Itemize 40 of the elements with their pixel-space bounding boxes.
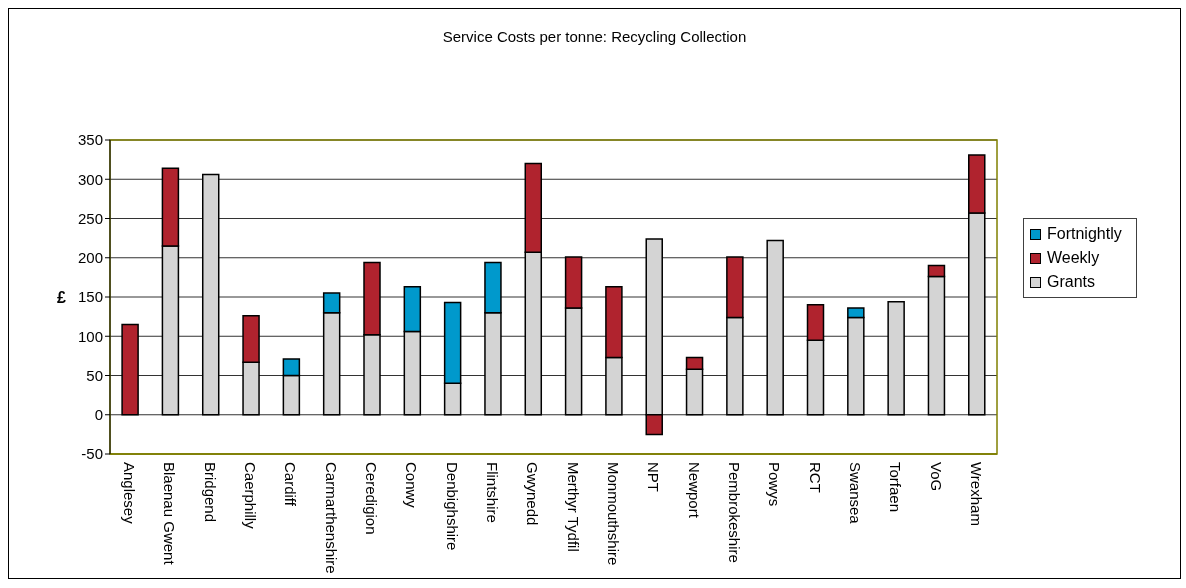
x-tick-label: Cardiff — [282, 462, 300, 507]
y-tick-label: 300 — [77, 170, 103, 188]
x-tick-label: Torfaen — [887, 462, 905, 513]
y-tick-label: 50 — [86, 366, 103, 384]
x-tick-label: Merthyr Tydfil — [565, 462, 583, 552]
y-tick-label: 0 — [94, 406, 103, 424]
y-tick-label: 250 — [77, 209, 103, 227]
x-tick-label: VoG — [928, 462, 946, 492]
y-axis-title: £ — [57, 288, 66, 306]
x-tick-label: Bridgend — [202, 462, 220, 523]
legend-label: Fortnightly — [1047, 225, 1122, 243]
legend-label: Grants — [1047, 273, 1096, 291]
x-tick-label: Ceredigion — [363, 462, 381, 535]
y-tick-label: 100 — [77, 327, 103, 345]
x-tick-label: RCT — [807, 462, 825, 493]
x-tick-label: Wrexham — [968, 462, 986, 526]
x-tick-label: Denbighshire — [444, 462, 462, 551]
x-tick-label: Conwy — [403, 462, 421, 509]
y-tick-label: -50 — [81, 445, 103, 463]
x-tick-label: NPT — [645, 462, 663, 492]
x-tick-label: Swansea — [847, 462, 865, 525]
bar — [766, 239, 784, 416]
bar — [201, 173, 220, 416]
legend-label: Weekly — [1047, 249, 1100, 267]
x-tick-label: Blaenau Gwent — [161, 462, 179, 566]
x-tick-label: Monmouthshire — [605, 462, 623, 566]
x-tick-label: Carmarthenshire — [323, 462, 341, 574]
y-tick-label: 350 — [77, 131, 103, 149]
y-tick-label: 200 — [77, 249, 103, 267]
x-tick-label: Powys — [766, 462, 784, 507]
bar — [121, 323, 139, 416]
chart-title: Service Costs per tonne: Recycling Collection — [441, 28, 748, 45]
x-tick-label: Gwynedd — [524, 462, 542, 526]
y-tick-label: 150 — [77, 288, 103, 306]
bar — [887, 300, 905, 416]
x-tick-label: Pembrokeshire — [726, 462, 744, 563]
x-tick-label: Caerphilly — [242, 462, 260, 530]
x-tick-label: Newport — [686, 462, 704, 519]
x-tick-label: Anglesey — [121, 462, 139, 525]
x-tick-label: Flintshire — [484, 462, 502, 523]
